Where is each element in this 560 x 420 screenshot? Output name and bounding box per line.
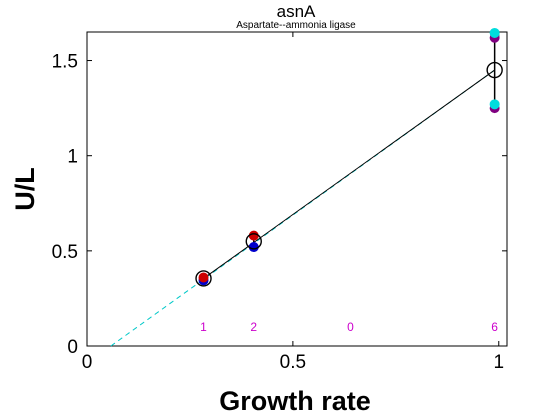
count-labels: 1 2 0 6 [200,320,498,334]
count-label: 1 [200,320,207,334]
mean-marker [195,270,212,287]
replicate-point [248,230,259,241]
replicate-point [198,272,209,283]
chart-subtitle: Aspartate--ammonia ligase [236,20,356,31]
x-tick-label: 0 [82,352,93,373]
replicate-point [489,99,500,110]
mean-marker [245,233,262,250]
axis-ticks: 0 0.5 1 0 0.5 1 1.5 [52,32,507,373]
count-label: 0 [347,320,354,334]
count-label: 6 [491,320,498,334]
y-tick-label: 0 [67,337,78,358]
x-tick-label: 1 [493,352,504,373]
replicate-point [489,27,500,38]
mean-marker [486,61,503,79]
replicate-point [248,242,259,253]
y-tick-label: 1 [67,147,78,168]
y-tick-label: 0.5 [52,242,78,263]
data-points [195,27,503,287]
y-axis-label: U/L [10,167,40,211]
plot-frame [86,31,508,347]
x-axis-label: Growth rate [219,386,371,416]
chart-title: asnA [277,2,316,21]
y-tick-label: 1.5 [52,52,78,73]
extrapolation-line [110,69,495,347]
count-label: 2 [250,320,257,334]
x-tick-label: 0.5 [280,352,306,373]
